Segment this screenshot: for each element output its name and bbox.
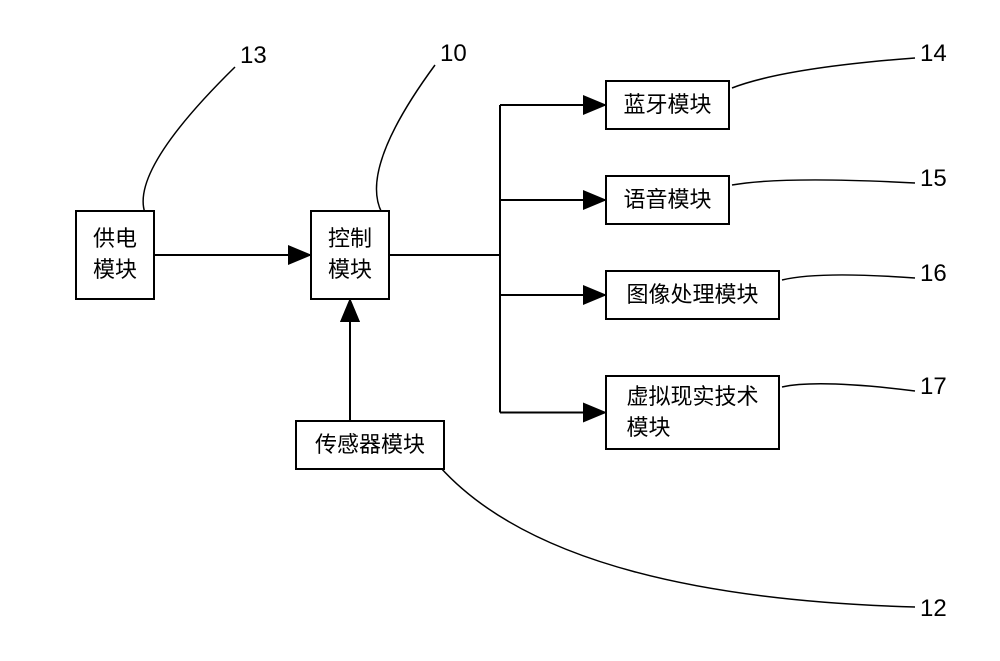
node-sensor: 传感器模块 — [295, 420, 445, 470]
node-vr: 虚拟现实技术 模块 — [605, 375, 780, 450]
callout-voice: 15 — [920, 165, 947, 193]
node-sensor-label: 传感器模块 — [315, 430, 425, 461]
callout-power: 13 — [240, 42, 267, 70]
callout-vr: 17 — [920, 373, 947, 401]
node-bluetooth-label: 蓝牙模块 — [623, 90, 711, 121]
diagram-container: 供电 模块 控制 模块传感器模块 蓝牙模块语音模块图像处理模块虚拟现实技术 模块 1… — [0, 0, 1000, 661]
node-bluetooth: 蓝牙模块 — [605, 80, 730, 130]
node-voice-label: 语音模块 — [623, 185, 711, 216]
callout-control: 10 — [440, 40, 467, 68]
node-control-label: 控制 模块 — [328, 224, 372, 286]
node-control: 控制 模块 — [310, 210, 390, 300]
node-voice: 语音模块 — [605, 175, 730, 225]
node-power: 供电 模块 — [75, 210, 155, 300]
callout-bluetooth: 14 — [920, 40, 947, 68]
callout-image: 16 — [920, 260, 947, 288]
node-vr-label: 虚拟现实技术 模块 — [626, 382, 758, 444]
node-power-label: 供电 模块 — [93, 224, 137, 286]
connectors-svg — [0, 0, 1000, 661]
node-image: 图像处理模块 — [605, 270, 780, 320]
callout-sensor: 12 — [920, 595, 947, 623]
node-image-label: 图像处理模块 — [626, 280, 758, 311]
